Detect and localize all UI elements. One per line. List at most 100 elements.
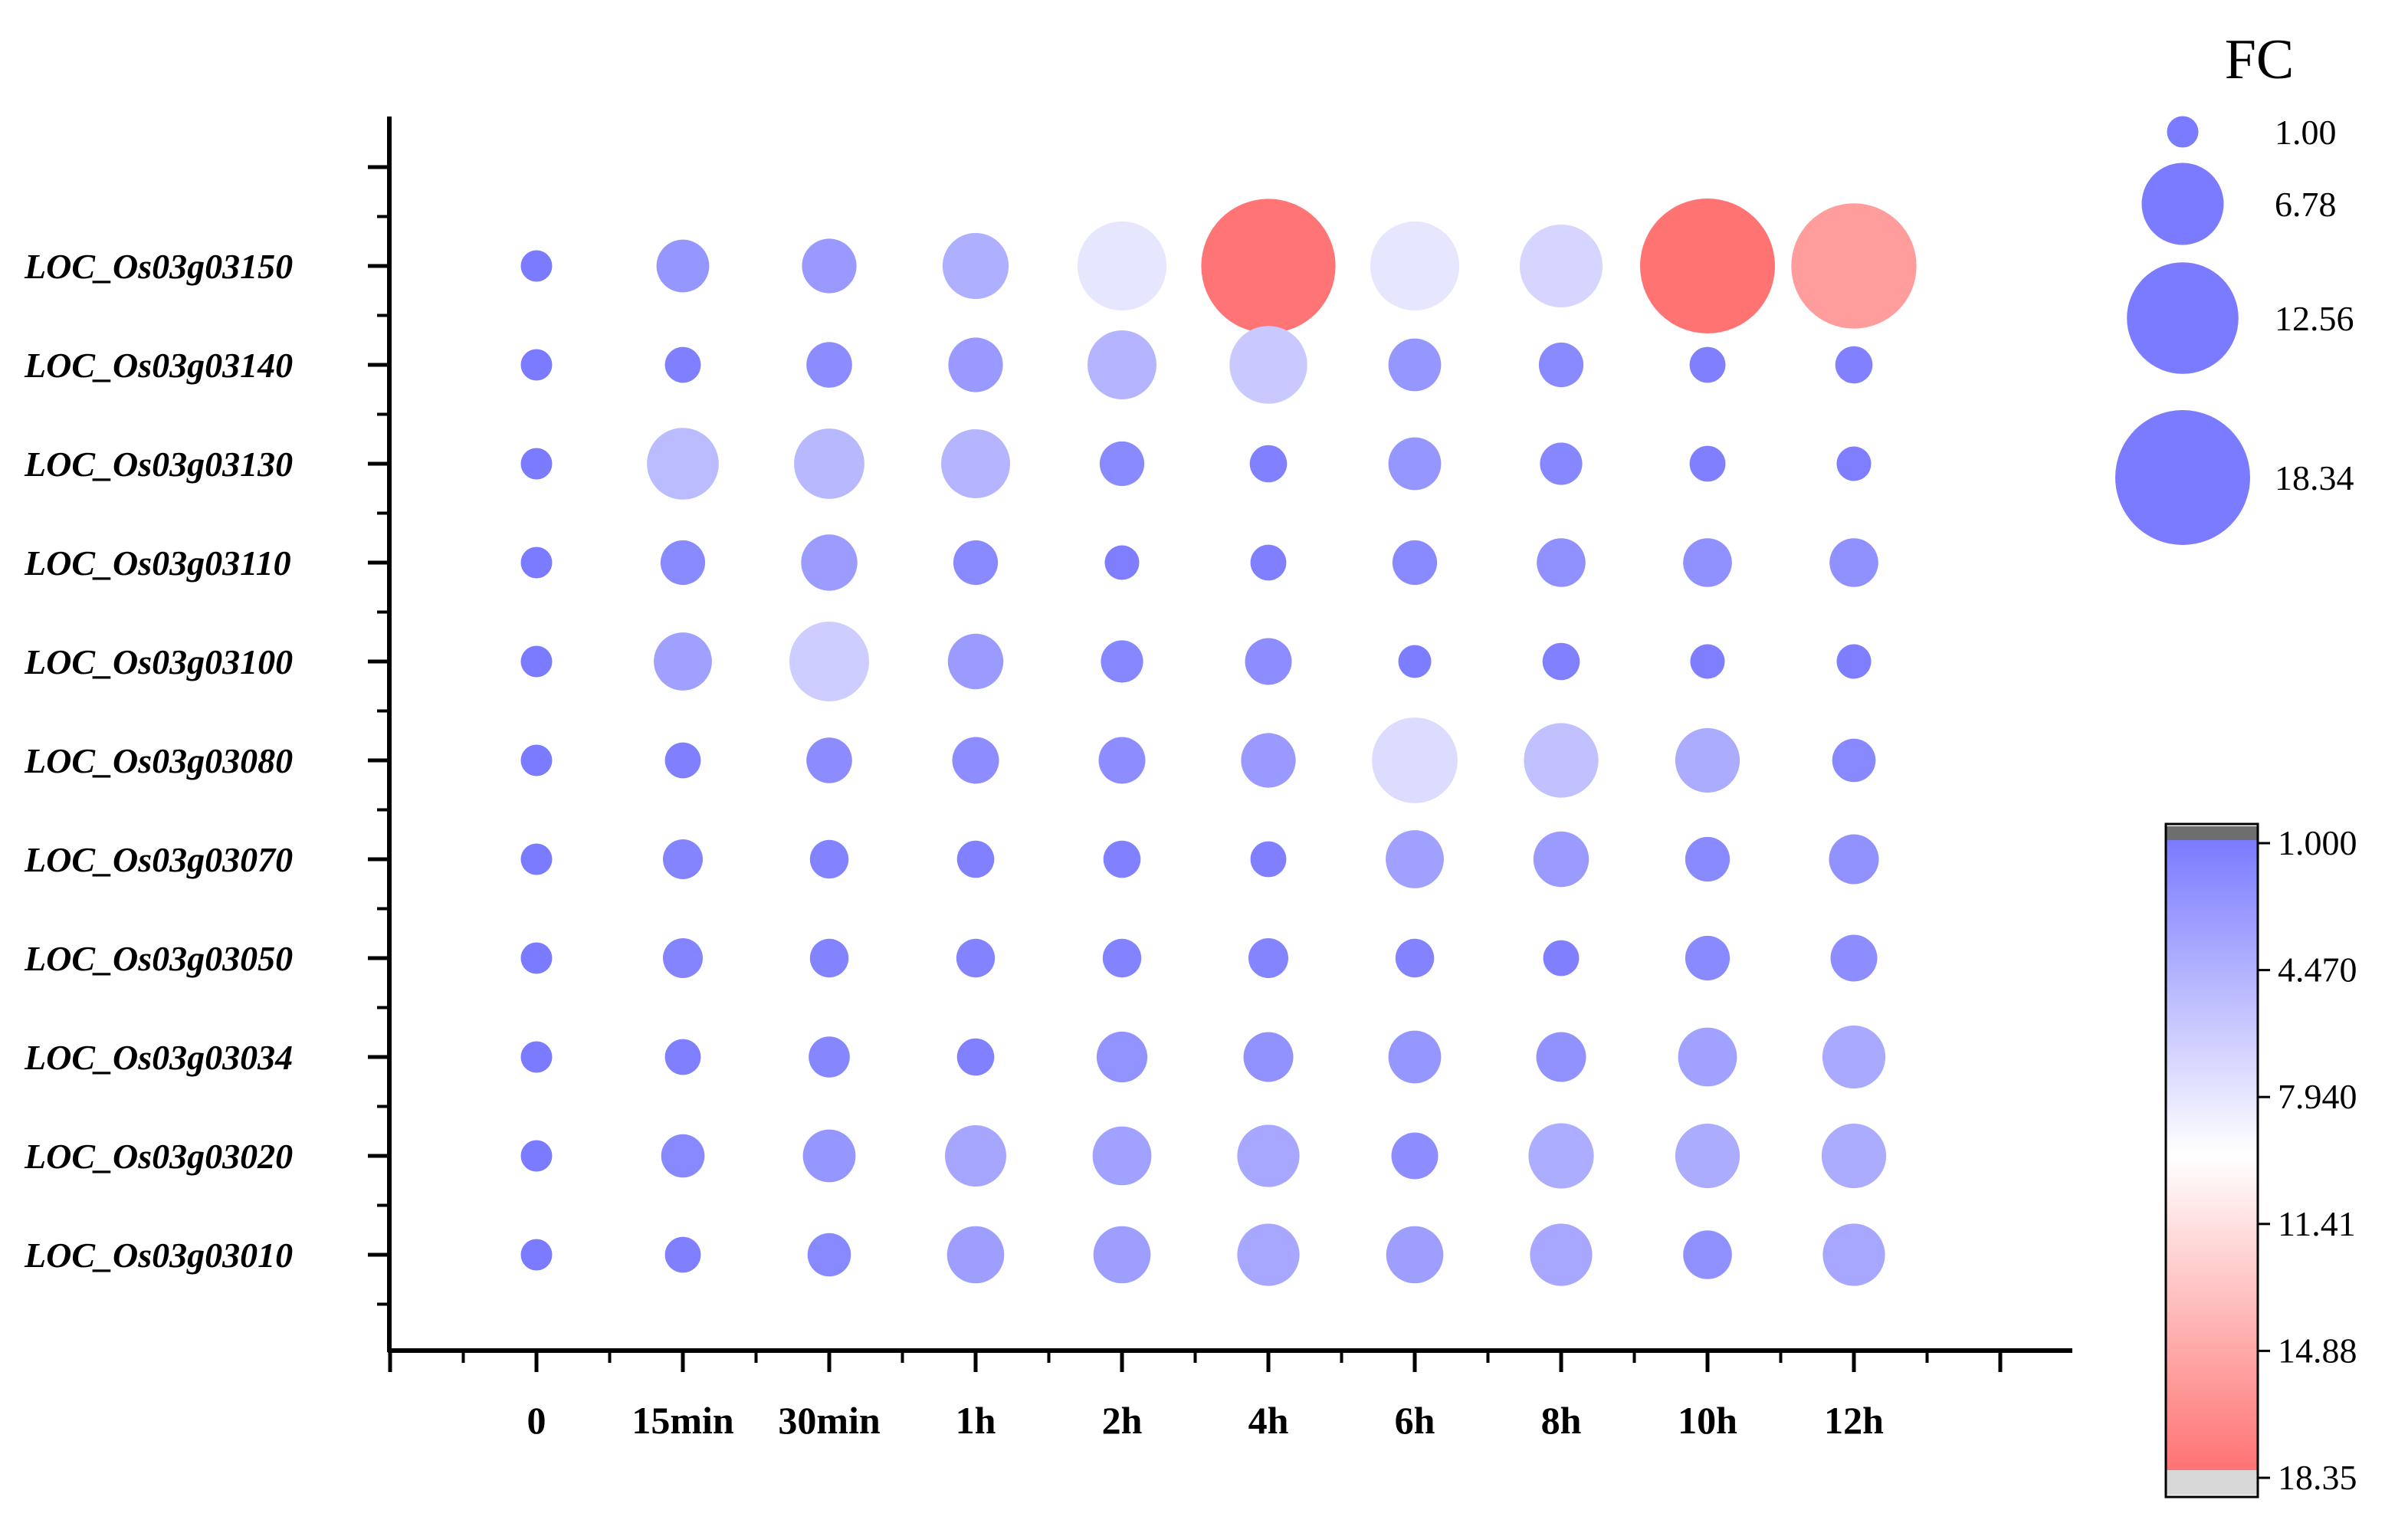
bubble	[1099, 441, 1145, 487]
bubble	[1543, 940, 1580, 977]
bubble	[806, 737, 852, 783]
color-bar-ticks: 1.000 4.470 7.940 11.41 14.88 18.35	[2258, 823, 2357, 1497]
bubble	[1388, 338, 1442, 392]
gene-label: LOC_Os03g03130	[24, 445, 293, 484]
bubble	[809, 1036, 850, 1078]
bubble	[520, 1140, 553, 1172]
bubble	[1398, 645, 1432, 678]
color-bar-frame	[2164, 822, 2259, 1499]
bubble	[1372, 717, 1458, 803]
bubble	[1675, 727, 1740, 793]
bubble	[664, 1236, 701, 1273]
bubble	[1821, 1123, 1887, 1189]
bubble	[1537, 538, 1586, 587]
bubble	[520, 843, 553, 875]
bubble	[654, 632, 712, 691]
bubble	[946, 1226, 1005, 1284]
bubble	[1685, 836, 1731, 882]
size-legend-bubble	[2167, 116, 2199, 148]
bubble	[1524, 723, 1599, 798]
bubble	[647, 428, 719, 500]
bubble	[1077, 221, 1167, 311]
bubble	[1388, 437, 1442, 491]
bubble	[809, 938, 849, 978]
gene-labels: LOC_Os03g03150 LOC_Os03g03140 LOC_Os03g031…	[24, 247, 293, 1275]
gene-label: LOC_Os03g03034	[24, 1038, 293, 1077]
bubble	[1249, 445, 1288, 483]
bubble	[809, 839, 849, 879]
bubble	[1690, 644, 1725, 679]
bubble	[1103, 840, 1141, 878]
bubble	[947, 633, 1004, 690]
size-legend-label: 6.78	[2275, 185, 2337, 224]
size-legend-bubble	[2141, 162, 2224, 245]
time-label: 10h	[1678, 1399, 1737, 1442]
color-tick-label: 4.470	[2278, 950, 2357, 990]
time-label: 2h	[1102, 1399, 1143, 1442]
bubble	[952, 737, 999, 784]
bubble	[802, 238, 857, 294]
bubble	[1386, 1226, 1444, 1284]
size-legend-bubble	[2127, 262, 2239, 374]
time-label: 12h	[1824, 1399, 1884, 1442]
bubble	[801, 534, 858, 591]
bubble	[1689, 346, 1726, 383]
bubble	[1528, 1123, 1594, 1189]
bubble	[1248, 938, 1288, 978]
bubble	[520, 1041, 553, 1073]
bubble	[661, 1134, 705, 1178]
size-legend-label: 18.34	[2275, 458, 2354, 497]
bubble	[1829, 834, 1879, 885]
bubble	[1201, 199, 1336, 333]
bubble	[956, 938, 996, 978]
size-legend-title: FC	[2225, 28, 2295, 91]
time-label: 8h	[1541, 1399, 1582, 1442]
color-bar-bottom-cap	[2166, 1470, 2258, 1495]
size-legend-bubble	[2115, 410, 2250, 545]
bubble	[794, 428, 864, 499]
color-tick-label: 7.940	[2278, 1077, 2357, 1116]
bubble	[1102, 938, 1142, 978]
bubble	[1822, 1223, 1885, 1286]
size-legend: FC 1.00 6.78 12.56 18.34	[2115, 28, 2354, 545]
bubble	[1243, 1032, 1294, 1082]
time-label: 15min	[632, 1399, 734, 1442]
time-label: 30min	[778, 1399, 881, 1442]
bubble	[1685, 935, 1731, 981]
bubble	[1391, 1132, 1439, 1180]
bubble	[1829, 538, 1878, 587]
bubble	[1830, 934, 1878, 982]
bubble	[664, 1039, 701, 1075]
bubble	[942, 232, 1009, 300]
bubble	[807, 1233, 851, 1277]
bubble	[1683, 1230, 1732, 1279]
bubble	[1683, 538, 1732, 587]
gene-label: LOC_Os03g03020	[24, 1137, 293, 1176]
time-label: 1h	[956, 1399, 996, 1442]
bubble	[1640, 199, 1775, 333]
bubble	[1096, 1031, 1148, 1083]
bubble	[1392, 540, 1438, 586]
bubble	[1388, 1030, 1442, 1084]
bubble	[520, 1239, 553, 1271]
bubble	[1835, 346, 1873, 384]
bubble-layer	[520, 199, 1917, 1286]
gene-label: LOC_Os03g03080	[24, 741, 293, 780]
time-label: 4h	[1248, 1399, 1289, 1442]
bubble	[663, 938, 703, 978]
bubble	[1395, 938, 1435, 978]
bubble	[1104, 545, 1140, 580]
bubble	[520, 744, 553, 776]
bubble	[806, 342, 852, 388]
bubble	[1533, 831, 1589, 888]
bubble	[664, 346, 701, 383]
bubble	[660, 540, 706, 586]
bubble	[1370, 221, 1460, 311]
bubble	[1520, 225, 1603, 307]
gene-label: LOC_Os03g03110	[24, 543, 291, 583]
bubble	[520, 349, 553, 381]
time-labels: 0 15min 30min 1h 2h 4h 6h 8h 10h 12h	[527, 1399, 1885, 1442]
bubble	[520, 645, 553, 678]
gene-label: LOC_Os03g03050	[24, 939, 293, 978]
